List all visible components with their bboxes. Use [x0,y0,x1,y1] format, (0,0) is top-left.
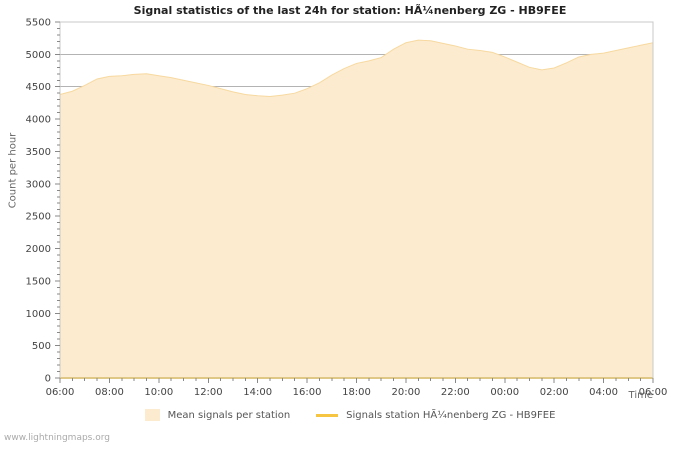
legend-label-mean: Mean signals per station [167,409,291,421]
svg-text:00:00: 00:00 [490,387,519,398]
svg-text:08:00: 08:00 [95,387,124,398]
svg-text:3000: 3000 [26,179,51,190]
svg-text:0: 0 [45,374,51,385]
svg-text:3500: 3500 [26,147,51,158]
area-swatch-icon [144,409,160,421]
legend-label-station: Signals station HÃ¼nenberg ZG - HB9FEE [346,409,556,421]
svg-text:5500: 5500 [26,18,51,29]
svg-text:1000: 1000 [26,309,51,320]
svg-text:4500: 4500 [26,82,51,93]
svg-text:10:00: 10:00 [144,387,173,398]
svg-text:5000: 5000 [26,50,51,61]
svg-text:2000: 2000 [26,244,51,255]
legend-item-station: Signals station HÃ¼nenberg ZG - HB9FEE [316,410,555,421]
svg-text:04:00: 04:00 [589,387,618,398]
chart-title: Signal statistics of the last 24h for st… [133,4,567,17]
svg-text:16:00: 16:00 [293,387,322,398]
x-axis-label: Time [628,390,653,401]
legend-item-mean: Mean signals per station [144,409,291,421]
y-axis-label: Count per hour [7,132,19,209]
area-series-group [59,39,654,379]
line-swatch-icon [316,413,339,417]
svg-text:500: 500 [32,341,51,352]
svg-text:2500: 2500 [26,212,51,223]
y-axis-ticks: 0 500 1000 1500 2000 2500 3000 3500 4000 4500 5000… [26,18,60,385]
svg-text:06:00: 06:00 [46,387,75,398]
svg-text:18:00: 18:00 [342,387,371,398]
svg-text:12:00: 12:00 [194,387,223,398]
footer-attribution: www.lightningmaps.org [4,433,110,443]
x-axis-ticks: 06:00 08:00 10:00 12:00 14:00 16:00 18:00 20:00… [46,378,668,398]
svg-text:22:00: 22:00 [441,387,470,398]
svg-text:06:00: 06:00 [639,387,668,398]
svg-text:1500: 1500 [26,276,51,287]
svg-text:4000: 4000 [26,115,51,126]
svg-text:20:00: 20:00 [392,387,421,398]
svg-text:14:00: 14:00 [243,387,272,398]
svg-text:02:00: 02:00 [540,387,569,398]
chart-legend: Mean signals per station Signals station… [0,409,700,421]
